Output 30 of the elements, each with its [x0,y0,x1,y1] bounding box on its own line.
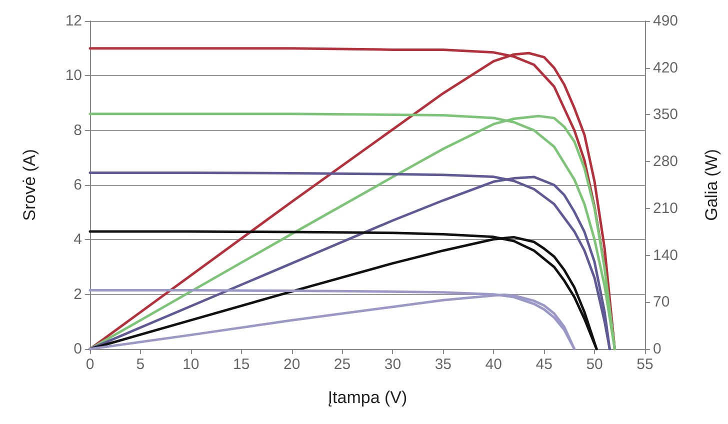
x-axis-title: Įtampa (V) [328,388,408,407]
y2-tick-label: 140 [653,246,678,264]
x-tick-label: 0 [86,356,94,373]
y-tick-label: 10 [65,67,82,84]
y2-tick-label: 280 [653,153,678,170]
x-tick-label: 50 [586,356,603,373]
y-tick-label: 12 [65,12,82,30]
y2-tick-label: 420 [653,59,678,76]
y-tick-label: 4 [74,231,82,248]
y-tick-label: 0 [74,340,82,358]
x-tick-label: 40 [485,356,502,373]
y2-tick-label: 70 [653,294,670,311]
x-tick-label: 25 [334,356,351,373]
y2-tick-label: 210 [653,200,678,217]
x-tick-label: 55 [636,356,654,373]
y2-tick-label: 490 [653,12,678,30]
y-tick-label: 8 [74,122,82,139]
x-tick-label: 20 [283,356,300,373]
x-tick-label: 45 [536,356,552,373]
y2-axis-title: Galia (W) [702,149,721,221]
x-tick-label: 35 [434,356,452,373]
y-tick-label: 2 [74,286,82,303]
y2-tick-label: 0 [653,340,662,358]
x-tick-label: 10 [182,356,200,373]
y-axis-title: Srovė (A) [20,149,39,221]
y2-tick-label: 350 [653,106,678,124]
x-tick-label: 15 [233,356,250,373]
x-tick-label: 5 [136,356,145,373]
x-tick-label: 30 [384,356,402,373]
y-tick-label: 6 [74,176,82,194]
